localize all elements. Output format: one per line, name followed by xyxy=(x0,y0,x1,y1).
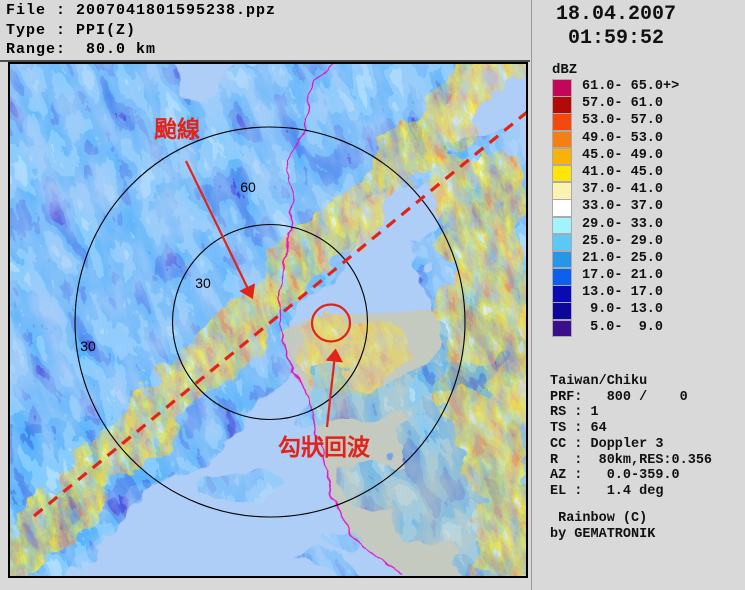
svg-text:30: 30 xyxy=(80,338,96,354)
svg-text:60: 60 xyxy=(240,179,256,195)
svg-text:勾狀回波: 勾狀回波 xyxy=(278,434,371,460)
svg-text:颱線: 颱線 xyxy=(154,116,200,142)
svg-text:30: 30 xyxy=(195,275,211,291)
